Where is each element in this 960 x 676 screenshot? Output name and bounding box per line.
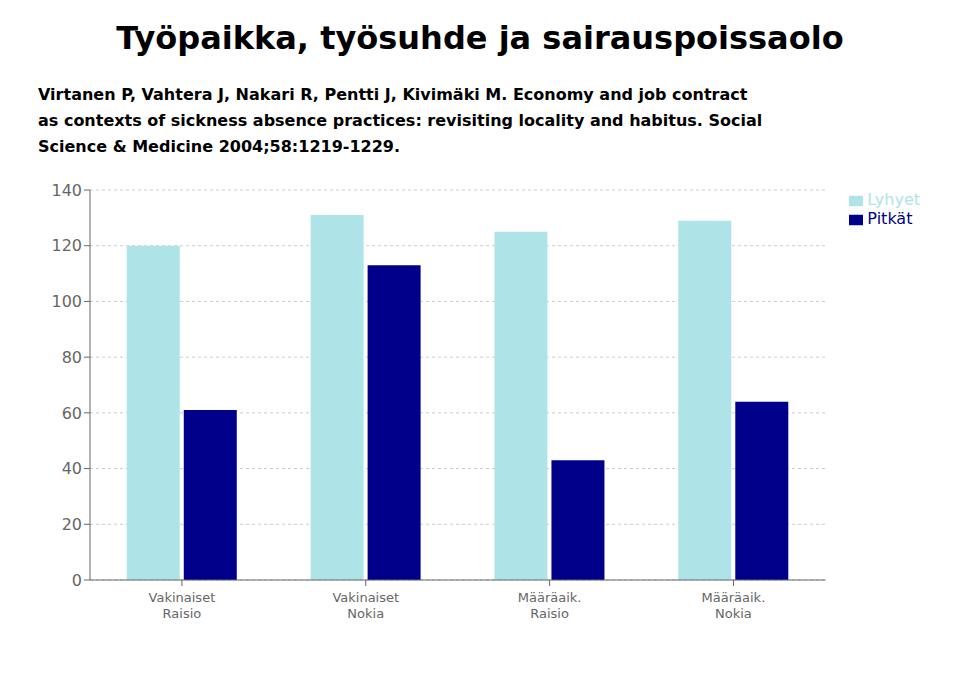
html-text:Science & Medicine 2004;58:121: Science & Medicine 2004;58:1219-1229. xyxy=(38,137,400,156)
svg-text:120: 120 xyxy=(51,236,82,255)
html-text:Lyhyet: Lyhyet xyxy=(867,190,920,209)
svg-text:100: 100 xyxy=(51,292,82,311)
html-text:Virtanen P, Vahtera J, Nakari: Virtanen P, Vahtera J, Nakari R, Pentti … xyxy=(38,85,748,104)
svg-text:0: 0 xyxy=(72,571,82,590)
svg-text:60: 60 xyxy=(62,404,82,423)
svg-text:VakinaisetRaisio: VakinaisetRaisio xyxy=(149,590,216,621)
svg-text:VakinaisetNokia: VakinaisetNokia xyxy=(332,590,399,621)
html-text:Työpaikka, työsuhde ja sairaus: Työpaikka, työsuhde ja sairauspoissaolo xyxy=(116,19,844,57)
svg-text:80: 80 xyxy=(62,348,82,367)
html-text:as contexts of sickness absenc: as contexts of sickness absence practice… xyxy=(38,111,763,130)
svg-text:140: 140 xyxy=(51,181,82,200)
svg-text:20: 20 xyxy=(62,515,82,534)
svg-text:40: 40 xyxy=(62,459,82,478)
svg-text:Määräaik.Raisio: Määräaik.Raisio xyxy=(518,590,582,621)
html-text:Pitkät: Pitkät xyxy=(867,209,913,228)
svg-text:Määräaik.Nokia: Määräaik.Nokia xyxy=(702,590,766,621)
